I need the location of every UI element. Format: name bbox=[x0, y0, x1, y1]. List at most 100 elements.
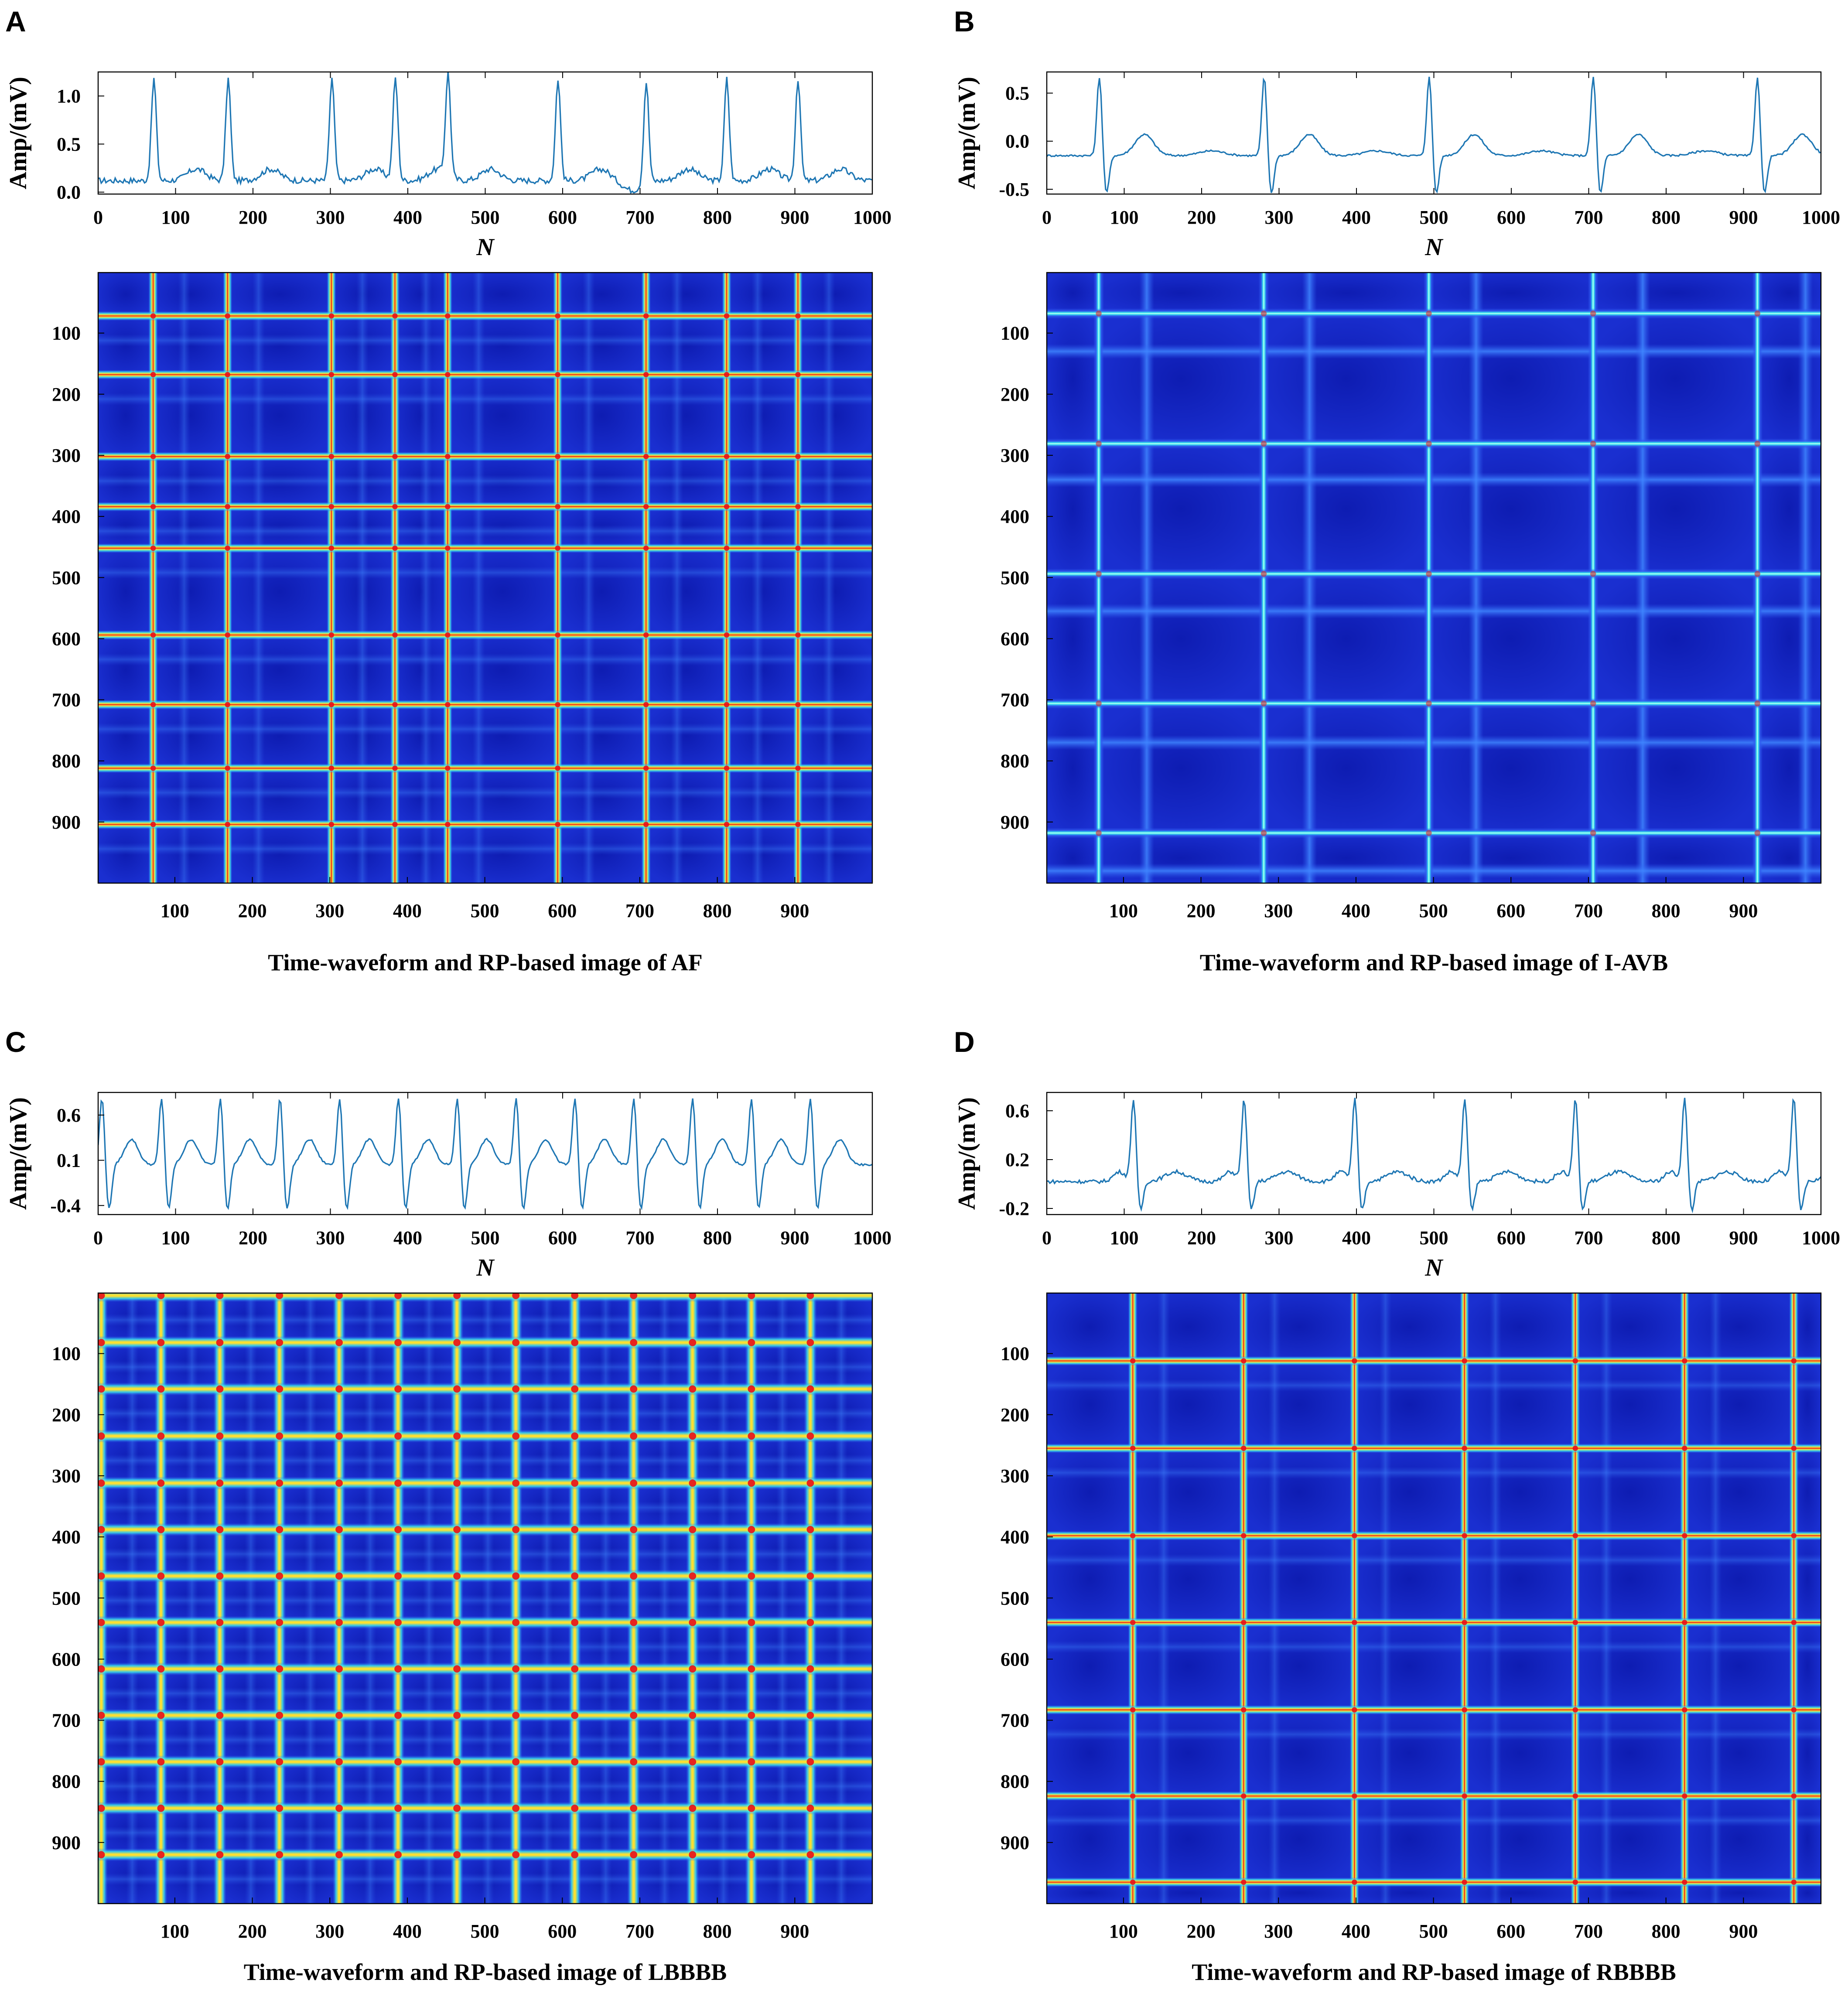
panel-letter: C bbox=[5, 1026, 26, 1058]
x-tick-label: 800 bbox=[703, 207, 732, 228]
rp-intersection bbox=[806, 1572, 814, 1580]
rp-cell bbox=[153, 548, 228, 635]
rp-intersection bbox=[689, 1479, 697, 1487]
rp-intersection bbox=[216, 1385, 224, 1393]
rp-intersection bbox=[335, 1804, 343, 1812]
rp-cell bbox=[447, 273, 558, 316]
rp-cell bbox=[1684, 1536, 1794, 1623]
rp-intersection bbox=[643, 765, 649, 771]
rp-intersection bbox=[1130, 1707, 1136, 1713]
rp-intersection bbox=[445, 632, 451, 638]
rp-cell bbox=[1354, 1448, 1465, 1536]
rp-texture-band-h bbox=[1047, 1728, 1821, 1740]
rp-texture-band-h bbox=[98, 1780, 872, 1792]
rp-intersection bbox=[276, 1711, 284, 1719]
x-tick-label: 400 bbox=[1342, 207, 1371, 228]
rp-x-tick-label: 100 bbox=[161, 900, 189, 921]
rp-cell bbox=[798, 704, 872, 768]
rp-cell bbox=[227, 375, 331, 457]
rp-cell bbox=[1684, 1293, 1794, 1361]
rp-intersection bbox=[225, 632, 230, 638]
rp-y-tick-label: 600 bbox=[52, 1648, 81, 1670]
rp-line-horizontal bbox=[1047, 308, 1821, 319]
rp-intersection bbox=[748, 1385, 755, 1393]
rp-intersection bbox=[571, 1711, 579, 1719]
x-tick-label: 800 bbox=[703, 1227, 732, 1249]
rp-intersection bbox=[216, 1339, 224, 1346]
rp-intersection bbox=[795, 545, 801, 551]
rp-line-vertical bbox=[1459, 1293, 1469, 1904]
rp-x-tick-label: 100 bbox=[1109, 1921, 1138, 1942]
rp-line-vertical bbox=[1349, 1293, 1360, 1904]
rp-intersection bbox=[157, 1804, 165, 1812]
rp-y-tick-label: 600 bbox=[1001, 628, 1029, 649]
rp-intersection bbox=[276, 1293, 284, 1300]
rp-intersection bbox=[512, 1711, 520, 1719]
x-tick-label: 800 bbox=[1652, 207, 1681, 228]
rp-cell bbox=[153, 635, 228, 705]
rp-intersection bbox=[643, 632, 649, 638]
rp-cell bbox=[798, 635, 872, 705]
rp-intersection bbox=[795, 372, 801, 378]
rp-x-tick-label: 300 bbox=[315, 900, 344, 921]
rp-intersection bbox=[1754, 830, 1761, 836]
recurrence-plot: 100 200 300 400 500 600 700 800 900 100 200 300 400 5… bbox=[1001, 1292, 1822, 1942]
rp-intersection bbox=[806, 1665, 814, 1673]
rp-cell bbox=[1264, 273, 1429, 314]
x-tick-label: 900 bbox=[1729, 207, 1758, 228]
rp-cell bbox=[1354, 1536, 1465, 1623]
rp-intersection bbox=[630, 1851, 638, 1859]
rp-intersection bbox=[276, 1432, 284, 1440]
rp-cell bbox=[1684, 1448, 1794, 1536]
rp-line-horizontal bbox=[98, 1523, 872, 1536]
rp-intersection bbox=[225, 702, 230, 707]
rp-intersection bbox=[445, 454, 451, 459]
rp-intersection bbox=[335, 1851, 343, 1859]
y-axis-label: Amp/(mV) bbox=[5, 1097, 32, 1210]
rp-intersection bbox=[643, 702, 649, 707]
rp-intersection bbox=[392, 632, 398, 638]
rp-intersection bbox=[328, 313, 334, 319]
x-tick-label: 100 bbox=[161, 1227, 190, 1249]
rp-intersection bbox=[643, 545, 649, 551]
rp-intersection bbox=[394, 1851, 402, 1859]
rp-intersection bbox=[328, 372, 334, 378]
rp-x-tick-label: 400 bbox=[393, 900, 422, 921]
rp-intersection bbox=[453, 1851, 461, 1859]
rp-intersection bbox=[806, 1525, 814, 1533]
rp-intersection bbox=[335, 1665, 343, 1673]
rp-x-tick-label: 200 bbox=[1187, 900, 1216, 921]
rp-intersection bbox=[335, 1572, 343, 1580]
rp-x-tick-label: 800 bbox=[703, 1921, 732, 1942]
x-tick-label: 100 bbox=[161, 207, 190, 228]
rp-x-tick-label: 700 bbox=[625, 1921, 654, 1942]
rp-intersection bbox=[328, 822, 334, 827]
rp-intersection bbox=[806, 1711, 814, 1719]
rp-y-tick-label: 900 bbox=[52, 812, 81, 833]
y-tick-label: 0.0 bbox=[57, 182, 81, 203]
rp-y-tick-label: 800 bbox=[52, 751, 81, 772]
rp-line-horizontal bbox=[1047, 698, 1821, 709]
rp-cell bbox=[1684, 1622, 1794, 1710]
rp-intersection bbox=[1241, 1358, 1247, 1364]
rp-y-tick-label: 700 bbox=[52, 689, 81, 711]
rp-intersection bbox=[276, 1479, 284, 1487]
rp-intersection bbox=[571, 1339, 579, 1346]
rp-intersection bbox=[806, 1293, 814, 1300]
rp-texture-band-h bbox=[1047, 1814, 1821, 1827]
rp-intersection bbox=[630, 1711, 638, 1719]
y-tick-label: 0.6 bbox=[57, 1105, 81, 1126]
rp-cell bbox=[1264, 313, 1429, 444]
x-tick-label: 0 bbox=[93, 207, 103, 228]
rp-intersection bbox=[571, 1665, 579, 1673]
x-tick-label: 600 bbox=[1497, 1227, 1526, 1249]
rp-line-horizontal bbox=[98, 1616, 872, 1629]
rp-intersection bbox=[335, 1525, 343, 1533]
x-tick-label: 500 bbox=[471, 1227, 500, 1249]
rp-intersection bbox=[806, 1804, 814, 1812]
rp-intersection bbox=[150, 313, 156, 319]
rp-intersection bbox=[335, 1432, 343, 1440]
x-tick-label: 1000 bbox=[1802, 1227, 1840, 1249]
recurrence-plot: 100 200 300 400 500 600 700 800 900 100 200 300 400 5… bbox=[1001, 272, 1822, 921]
